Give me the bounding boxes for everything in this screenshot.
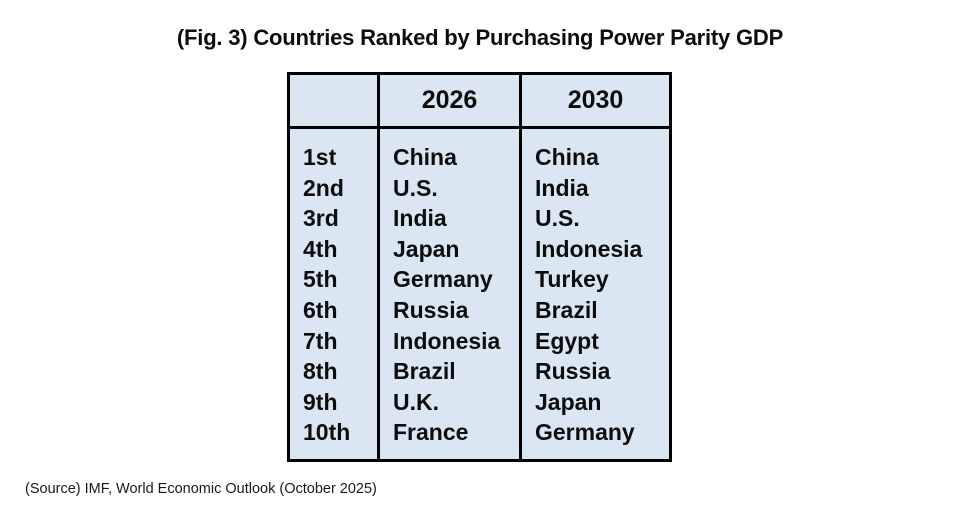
country-2026: India xyxy=(393,205,447,232)
country-2026: China xyxy=(393,144,457,170)
country-2026: Brazil xyxy=(393,358,456,385)
rank-label: 9th xyxy=(303,388,338,415)
header-cell-rank xyxy=(290,75,380,129)
country-2026: U.S. xyxy=(393,174,438,201)
country-2026: France xyxy=(393,419,469,446)
rank-label: 8th xyxy=(303,358,338,385)
country-2026: Indonesia xyxy=(393,327,501,354)
header-cell-2030: 2030 xyxy=(522,75,669,129)
country-2030: U.S. xyxy=(535,205,580,232)
country-2030: Indonesia xyxy=(535,235,643,262)
ppp-gdp-ranking-table: 2026 2030 1st 2nd 3rd 4th 5th 6th 7th 8t… xyxy=(287,72,672,462)
rank-label: 2nd xyxy=(303,174,344,201)
country-2030: Egypt xyxy=(535,327,599,354)
country-2030: India xyxy=(535,174,589,201)
page-title: (Fig. 3) Countries Ranked by Purchasing … xyxy=(176,25,784,50)
rank-label: 5th xyxy=(303,266,338,293)
column-2026: China U.S. India Japan Germany Russia In… xyxy=(380,129,522,459)
header-cell-2026: 2026 xyxy=(380,75,522,129)
rank-label: 1st xyxy=(303,144,337,170)
rank-label: 4th xyxy=(303,235,338,262)
country-2030: Japan xyxy=(535,388,602,415)
country-2030: Turkey xyxy=(535,266,609,293)
rank-label: 10th xyxy=(303,419,351,446)
country-2030: China xyxy=(535,144,599,170)
country-2030: Germany xyxy=(535,419,635,446)
rank-label: 6th xyxy=(303,296,338,323)
rank-label: 7th xyxy=(303,327,338,354)
rank-label: 3rd xyxy=(303,205,339,232)
column-2030: China India U.S. Indonesia Turkey Brazil… xyxy=(522,129,669,459)
country-2026: Russia xyxy=(393,296,469,323)
country-2026: Germany xyxy=(393,266,493,293)
country-2030: Russia xyxy=(535,358,611,385)
country-2026: U.K. xyxy=(393,388,439,415)
country-2030: Brazil xyxy=(535,296,598,323)
rank-column: 1st 2nd 3rd 4th 5th 6th 7th 8th 9th 10th xyxy=(290,129,380,459)
country-2026: Japan xyxy=(393,235,460,262)
source-note: (Source) IMF, World Economic Outlook (Oc… xyxy=(25,481,377,497)
